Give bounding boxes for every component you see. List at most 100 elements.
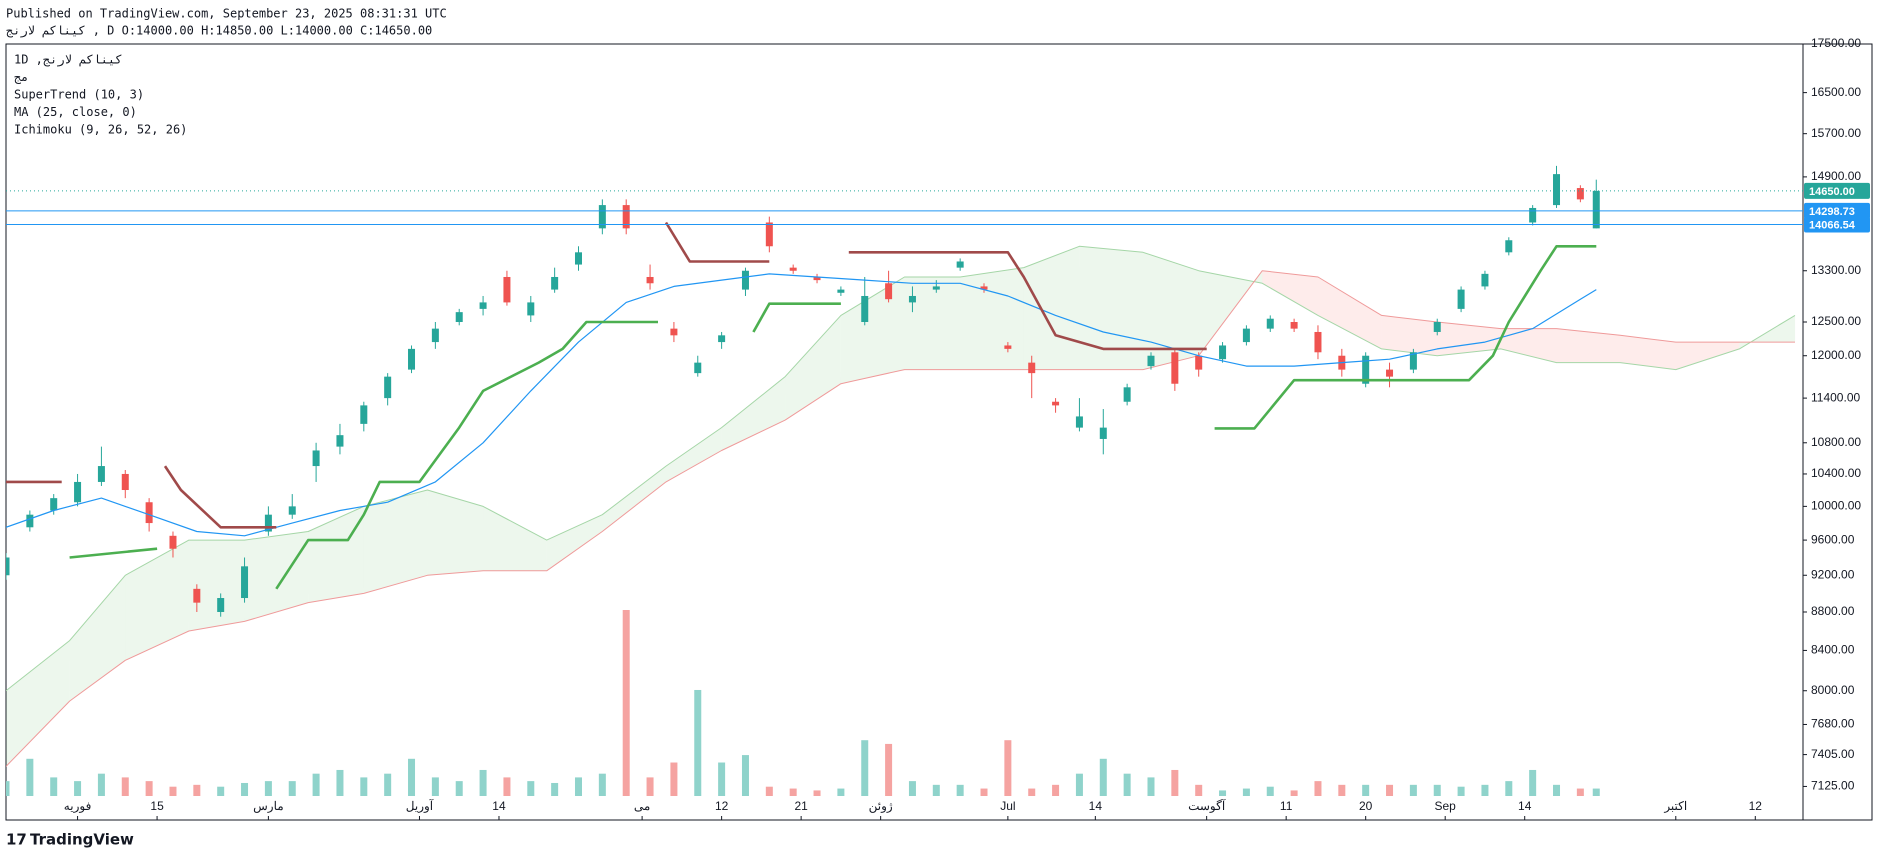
volume-bar bbox=[1409, 784, 1417, 796]
candle-body bbox=[813, 276, 821, 281]
candle-body bbox=[1457, 289, 1465, 309]
candle-body bbox=[1592, 190, 1600, 229]
indicator-line bbox=[69, 245, 1597, 590]
volume-bar bbox=[6, 781, 10, 796]
candle-body bbox=[217, 598, 225, 612]
price-badge bbox=[1804, 216, 1870, 233]
candle-body bbox=[670, 328, 678, 336]
volume-bar bbox=[288, 781, 296, 796]
candle-body bbox=[360, 405, 368, 424]
volume-bar bbox=[741, 755, 749, 796]
cloud-fill bbox=[308, 506, 364, 603]
volume-bar bbox=[1592, 788, 1600, 796]
y-tick-label: 17500.00 bbox=[1811, 36, 1861, 50]
candle-body bbox=[6, 557, 10, 576]
volume-bar bbox=[1099, 758, 1107, 796]
y-tick-label: 12500.00 bbox=[1811, 314, 1861, 328]
x-tick-label: 14 bbox=[1518, 799, 1532, 813]
x-tick-label: Jul bbox=[1000, 799, 1015, 813]
legend-entry: SuperTrend (10, 3) bbox=[14, 88, 144, 102]
cloud-fill bbox=[427, 490, 484, 576]
candle-body bbox=[1481, 273, 1489, 287]
indicator-line bbox=[6, 221, 1207, 529]
volume-bar bbox=[1075, 773, 1083, 796]
candle-body bbox=[694, 362, 702, 374]
volume-bar bbox=[145, 781, 153, 796]
candle-body bbox=[741, 270, 749, 290]
cloud-fill bbox=[665, 427, 722, 482]
x-tick-label: 11 bbox=[1280, 799, 1293, 813]
volume-bar bbox=[408, 758, 416, 796]
cloud-fill bbox=[1620, 335, 1676, 370]
volume-bar bbox=[908, 781, 916, 796]
y-tick-label: 10400.00 bbox=[1811, 466, 1861, 480]
y-tick-label: 10000.00 bbox=[1811, 499, 1861, 513]
volume-bar bbox=[598, 773, 606, 796]
candle-body bbox=[1219, 345, 1227, 360]
volume-bar bbox=[26, 758, 34, 796]
cloud-fill bbox=[840, 276, 905, 384]
candle-body bbox=[288, 506, 296, 515]
candle-body bbox=[1553, 174, 1561, 206]
volume-bar bbox=[1290, 790, 1298, 796]
volume-bar bbox=[646, 777, 654, 796]
x-tick-label: 20 bbox=[1359, 799, 1373, 813]
cloud-fill bbox=[6, 640, 70, 767]
candle-body bbox=[1433, 322, 1441, 332]
volume-bar bbox=[360, 777, 368, 796]
candle-body bbox=[956, 261, 964, 268]
volume-bar bbox=[1123, 773, 1131, 796]
y-tick-label: 11400.00 bbox=[1811, 390, 1860, 404]
candle-body bbox=[646, 276, 654, 284]
cloud-fill bbox=[483, 506, 547, 571]
candle-body bbox=[97, 466, 105, 482]
x-tick-label: می bbox=[634, 799, 650, 813]
cloud-fill bbox=[721, 376, 786, 451]
candle-body bbox=[26, 514, 34, 528]
candle-body bbox=[121, 473, 129, 491]
volume-bar bbox=[1004, 740, 1012, 796]
candle-body bbox=[789, 267, 797, 271]
cloud-fill bbox=[1675, 342, 1740, 370]
candle-body bbox=[1242, 328, 1250, 343]
y-tick-label: 7125.00 bbox=[1811, 779, 1855, 793]
volume-bar bbox=[1266, 786, 1274, 796]
volume-bar bbox=[1386, 784, 1394, 796]
brand-name: TradingView bbox=[30, 831, 134, 849]
cloud-fill bbox=[602, 466, 666, 532]
cloud-fill bbox=[188, 540, 245, 631]
volume-bar bbox=[622, 610, 630, 796]
candle-body bbox=[1314, 331, 1322, 353]
candle-body bbox=[479, 302, 487, 309]
cloud-fill bbox=[1381, 315, 1438, 356]
candle-body bbox=[527, 302, 535, 316]
y-tick-label: 12000.00 bbox=[1811, 348, 1861, 362]
legend-entry: 1D ,کیناکم لارنج bbox=[14, 53, 122, 68]
candle-body bbox=[598, 205, 606, 229]
y-tick-label: 13300.00 bbox=[1811, 263, 1861, 277]
y-tick-label: 8400.00 bbox=[1811, 643, 1855, 657]
y-tick-label: 8000.00 bbox=[1811, 683, 1855, 697]
x-tick-label: آگوست bbox=[1188, 798, 1226, 813]
candle-body bbox=[264, 514, 272, 532]
volume-bar bbox=[885, 743, 893, 796]
volume-bar bbox=[217, 786, 225, 796]
candle-body bbox=[1195, 355, 1203, 370]
candle-body bbox=[908, 295, 916, 303]
y-tick-label: 16500.00 bbox=[1811, 85, 1861, 99]
y-tick-label: 8800.00 bbox=[1811, 604, 1855, 618]
x-tick-label: 12 bbox=[715, 799, 729, 813]
volume-bar bbox=[1362, 784, 1370, 796]
cloud-fill bbox=[69, 575, 126, 702]
y-tick-label: 14900.00 bbox=[1811, 169, 1861, 183]
candle-body bbox=[169, 535, 177, 549]
cloud-fill bbox=[1556, 328, 1621, 363]
candle-body bbox=[1028, 362, 1036, 374]
price-badge bbox=[1804, 182, 1870, 199]
volume-bar bbox=[121, 777, 129, 796]
volume-bar bbox=[574, 777, 582, 796]
volume-bar bbox=[694, 689, 702, 796]
candle-body bbox=[241, 566, 249, 599]
candle-body bbox=[1123, 387, 1131, 402]
